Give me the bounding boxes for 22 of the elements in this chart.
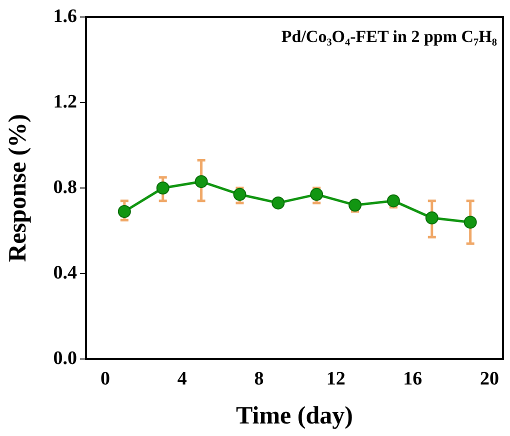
point — [310, 188, 324, 201]
y-tick-label: 1.6 — [53, 6, 77, 27]
point — [425, 211, 438, 224]
point — [194, 175, 208, 188]
x-tick-label: 12 — [326, 368, 346, 390]
x-tick-label: 4 — [177, 368, 188, 390]
annotation: Pd/Co₃O₄-FET in 2 ppm C₇H₈ — [281, 26, 497, 46]
x-tick-label: 20 — [480, 368, 500, 390]
point — [464, 216, 477, 229]
point — [272, 196, 285, 210]
y-axis-title: Response (%) — [4, 114, 32, 262]
point — [233, 188, 246, 201]
y-tick-label: 0.4 — [53, 262, 78, 284]
x-tick-label: 16 — [403, 368, 422, 390]
x-tick-label: 0 — [100, 368, 110, 390]
point — [156, 182, 170, 194]
x-axis-title: Time (day) — [236, 402, 353, 430]
y-tick-label: 0.0 — [53, 348, 77, 369]
x-tick-label: 8 — [254, 368, 264, 390]
point — [118, 205, 131, 218]
y-tick-label: 1.2 — [53, 91, 77, 112]
y-tick-label: 0.8 — [53, 176, 77, 198]
